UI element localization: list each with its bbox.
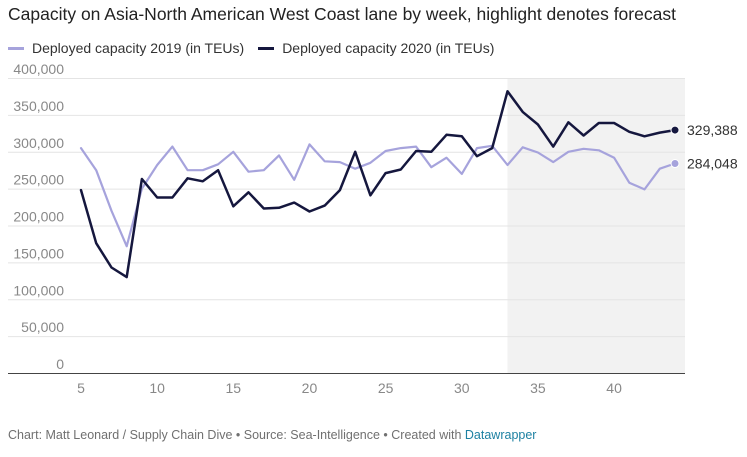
x-tick-label: 10 bbox=[149, 380, 165, 396]
x-tick-label: 35 bbox=[530, 380, 546, 396]
chart-footer: Chart: Matt Leonard / Supply Chain Dive … bbox=[8, 428, 536, 442]
series-2020-end-label: 329,388 bbox=[687, 122, 738, 138]
x-tick-label: 25 bbox=[378, 380, 394, 396]
series-2019-end-marker bbox=[670, 159, 680, 169]
legend-item-2020: Deployed capacity 2020 (in TEUs) bbox=[258, 40, 494, 56]
series-2020-line bbox=[79, 90, 677, 279]
x-tick-label: 40 bbox=[606, 380, 622, 396]
y-tick-label: 350,000 bbox=[13, 98, 64, 114]
x-tick-label: 30 bbox=[454, 380, 470, 396]
datawrapper-link[interactable]: Datawrapper bbox=[464, 428, 537, 442]
y-tick-label: 200,000 bbox=[13, 209, 64, 225]
legend-label-2019: Deployed capacity 2019 (in TEUs) bbox=[32, 40, 245, 56]
legend-swatch-2019 bbox=[8, 46, 24, 50]
series-2019-line bbox=[79, 143, 677, 248]
y-tick-label: 150,000 bbox=[13, 245, 64, 261]
y-tick-label: 50,000 bbox=[21, 319, 64, 335]
x-tick-label: 15 bbox=[226, 380, 242, 396]
series-2019-end-label: 284,048 bbox=[687, 156, 738, 172]
y-tick-label: 0 bbox=[56, 356, 64, 372]
legend-item-2019: Deployed capacity 2019 (in TEUs) bbox=[8, 40, 244, 56]
y-tick-label: 400,000 bbox=[13, 61, 64, 77]
y-tick-label: 250,000 bbox=[13, 172, 64, 188]
chart-legend: Deployed capacity 2019 (in TEUs) Deploye… bbox=[8, 39, 508, 57]
chart-title: Capacity on Asia-North American West Coa… bbox=[8, 4, 676, 24]
legend-swatch-2020 bbox=[258, 46, 275, 50]
x-tick-label: 20 bbox=[302, 380, 318, 396]
x-tick-label: 5 bbox=[77, 380, 85, 396]
footer-credits: Chart: Matt Leonard / Supply Chain Dive … bbox=[8, 428, 465, 442]
y-tick-label: 100,000 bbox=[13, 282, 64, 298]
y-tick-label: 300,000 bbox=[13, 135, 64, 151]
series-2020-end-marker bbox=[670, 125, 680, 135]
legend-label-2020: Deployed capacity 2020 (in TEUs) bbox=[282, 40, 495, 56]
